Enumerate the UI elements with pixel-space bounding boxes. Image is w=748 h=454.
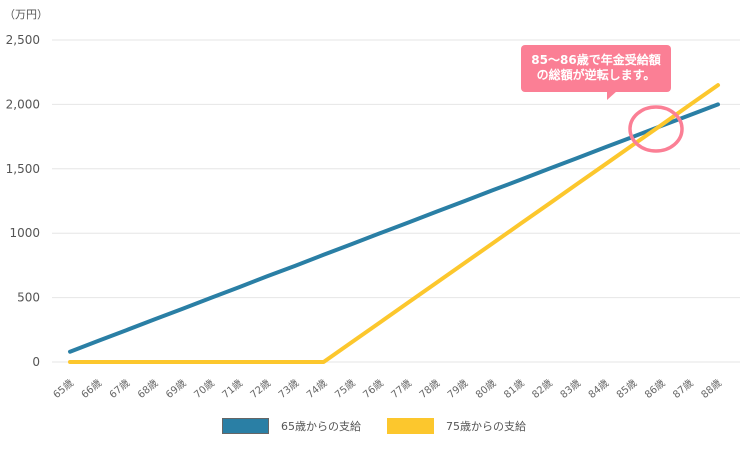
y-tick-label: 0	[32, 355, 40, 369]
y-tick-label: 2,500	[6, 33, 40, 47]
x-tick-label: 69歳	[163, 377, 188, 401]
x-tick-label: 72歳	[248, 377, 273, 401]
x-tick-label: 65歳	[51, 377, 76, 401]
legend-label-65: 65歳からの支給	[281, 420, 361, 433]
x-tick-label: 88歳	[699, 377, 724, 401]
x-tick-label: 82歳	[530, 377, 555, 401]
x-tick-label: 77歳	[389, 377, 414, 401]
x-tick-label: 66歳	[79, 377, 104, 401]
series-line-75	[68, 83, 720, 364]
x-tick-label: 75歳	[333, 377, 358, 401]
x-tick-label: 79歳	[445, 377, 470, 401]
y-axis-ticks: 0 500 1000 1,500 2,000 2,500	[6, 33, 40, 369]
x-tick-label: 81歳	[502, 377, 527, 401]
callout-line-1: 85～86歳で年金受給額	[531, 53, 661, 67]
x-tick-label: 71歳	[220, 377, 245, 401]
x-tick-label: 83歳	[558, 377, 583, 401]
x-tick-label: 85歳	[614, 377, 639, 401]
callout-line-2: の総額が逆転します。	[536, 68, 656, 82]
y-tick-label: 1,500	[6, 162, 40, 176]
x-tick-label: 76歳	[361, 377, 386, 401]
x-tick-label: 80歳	[473, 377, 498, 401]
crossover-highlight-circle	[628, 105, 684, 153]
legend-label-75: 75歳からの支給	[446, 420, 526, 433]
y-tick-label: 500	[17, 291, 40, 305]
x-tick-label: 67歳	[107, 377, 132, 401]
x-axis-ticks: 65歳 66歳 67歳 68歳 69歳 70歳 71歳 72歳 73歳 74歳 75歳 76歳 77歳 7…	[51, 377, 724, 401]
series-lines	[68, 83, 720, 364]
x-tick-label: 73歳	[276, 377, 301, 401]
x-tick-label: 70歳	[192, 377, 217, 401]
x-tick-label: 68歳	[135, 377, 160, 401]
legend-swatch-65	[222, 418, 269, 434]
legend-item-65[interactable]: 65歳からの支給	[222, 418, 361, 434]
series-line-65	[68, 102, 720, 354]
legend-item-75[interactable]: 75歳からの支給	[387, 418, 526, 434]
annotation-callout: 85～86歳で年金受給額 の総額が逆転します。	[521, 45, 671, 100]
y-tick-label: 2,000	[6, 97, 40, 111]
x-tick-label: 84歳	[586, 377, 611, 401]
x-tick-label: 78歳	[417, 377, 442, 401]
x-tick-label: 87歳	[671, 377, 696, 401]
gridlines	[52, 39, 740, 363]
y-tick-label: 1000	[9, 226, 40, 240]
x-tick-label: 74歳	[304, 377, 329, 401]
y-axis-unit-label: （万円）	[4, 8, 48, 21]
x-tick-label: 86歳	[642, 377, 667, 401]
legend-swatch-75	[387, 418, 434, 434]
chart-legend: 65歳からの支給 75歳からの支給	[222, 418, 552, 434]
